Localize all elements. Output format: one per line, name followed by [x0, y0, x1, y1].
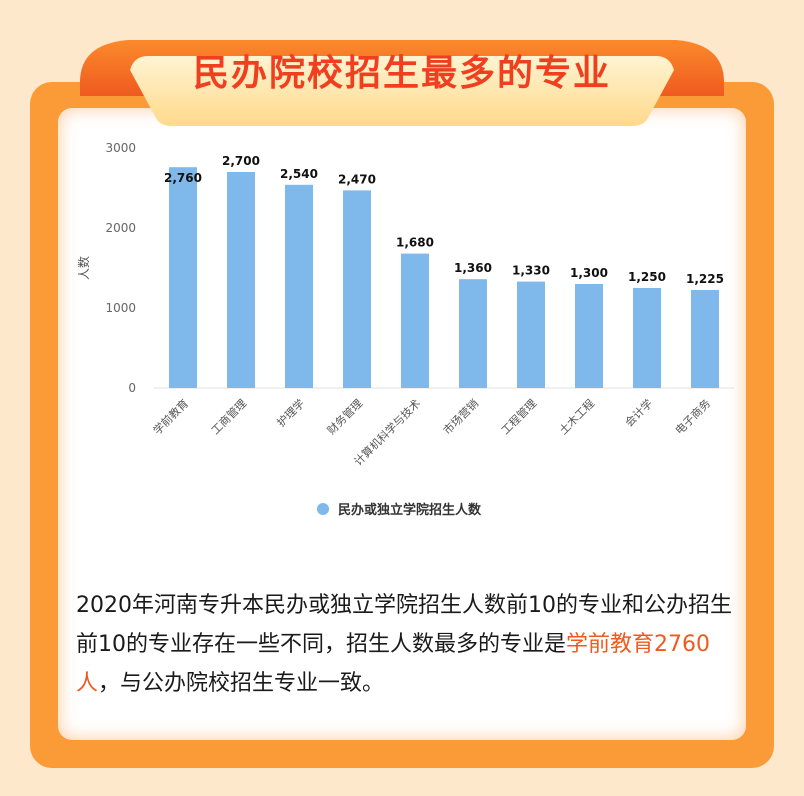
x-tick-label: 电子商务	[672, 396, 713, 437]
bar-value-label: 2,470	[338, 172, 376, 186]
y-tick-label: 0	[128, 381, 136, 395]
title-banner	[70, 30, 734, 126]
data-labels: 2,760 2,700 2,540 2,470 1,680 1,360 1,330 1,300…	[164, 154, 724, 286]
y-axis-label: 人数	[76, 256, 91, 280]
bar-chart: 0 1000 2000 3000 2,760 2,700 2,540 2,470 1,680 1…	[76, 141, 734, 518]
bar	[459, 279, 487, 388]
bar-value-label: 1,225	[686, 272, 724, 286]
description-tail: ，与公办院校招生专业一致。	[98, 671, 385, 696]
legend-marker	[317, 503, 329, 515]
bar	[343, 190, 371, 388]
bars	[169, 167, 719, 388]
x-tick-label: 工程管理	[498, 396, 539, 437]
page-title: 民办院校招生最多的专业	[192, 53, 611, 94]
bar-value-label: 1,300	[570, 266, 608, 280]
x-tick-label: 会计学	[622, 396, 655, 429]
bar-value-label: 1,250	[628, 270, 666, 284]
bar	[285, 184, 313, 388]
bar-value-label: 1,360	[454, 261, 492, 275]
legend-label: 民办或独立学院招生人数	[338, 502, 482, 518]
bar-value-label: 2,700	[222, 154, 260, 168]
bar-value-label: 1,330	[512, 264, 550, 278]
bar-value-label: 2,760	[164, 171, 202, 185]
x-tick-label: 护理学	[274, 396, 307, 429]
x-tick-label: 财务管理	[324, 396, 365, 437]
x-tick-label: 市场营销	[440, 396, 481, 437]
bar	[169, 167, 197, 388]
x-tick-label: 学前教育	[150, 396, 191, 437]
legend: 民办或独立学院招生人数	[317, 502, 482, 518]
description-highlight: 学前教育2760人	[76, 632, 710, 696]
y-tick-label: 2000	[105, 221, 136, 235]
bar	[633, 288, 661, 388]
y-tick-label: 3000	[105, 141, 136, 155]
description: 2020年河南专升本民办或独立学院招生人数前10的专业和公办招生前10的专业存在…	[76, 586, 736, 703]
bar-value-label: 2,540	[280, 167, 318, 181]
bar	[575, 284, 603, 388]
bar-value-label: 1,680	[396, 236, 434, 250]
bar	[401, 253, 429, 388]
x-tick-label: 土木工程	[557, 397, 597, 437]
y-tick-label: 1000	[105, 301, 136, 315]
bar	[517, 281, 545, 388]
description-text: 2020年河南专升本民办或独立学院招生人数前10的专业和公办招生前10的专业存在…	[76, 593, 732, 657]
x-tick-label: 工商管理	[208, 396, 249, 437]
y-axis: 0 1000 2000 3000	[105, 141, 136, 395]
bar	[227, 172, 255, 388]
bar	[691, 290, 719, 388]
